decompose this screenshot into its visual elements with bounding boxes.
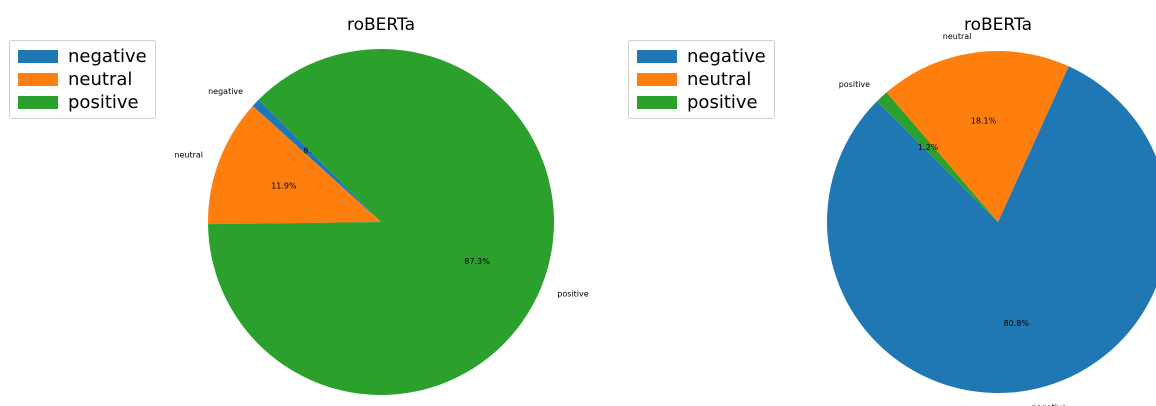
legend-item-negative: negative [637,45,766,68]
pie-slice-positive [877,92,998,222]
legend-swatch [637,96,677,109]
legend-label: positive [68,92,139,113]
legend-swatch [18,50,58,63]
slice-value-label: 18.1% [971,116,997,125]
legend-swatch [637,50,677,63]
legend-swatch [18,73,58,86]
slice-category-label: neutral [174,151,203,160]
legend-item-positive: positive [18,91,147,114]
legend-left: negative neutral positive [9,40,156,119]
pie-slice-negative [827,66,1156,393]
legend-item-positive: positive [637,91,766,114]
pie-slice-neutral [886,51,1069,222]
pie-chart-right: roBERTa 80.8% negative 18.1% neutral 1.2% pos… [827,15,1156,406]
slice-value-label: 1.2% [918,143,939,152]
slice-category-label: negative [1032,403,1067,406]
pie-slice-neutral [207,105,381,225]
legend-swatch [18,96,58,109]
chart-title: roBERTa [964,15,1032,35]
slice-category-label: neutral [943,32,972,41]
slice-category-label: positive [839,80,870,89]
legend-label: positive [687,92,758,113]
slice-value-label: 87.3% [464,257,490,266]
legend-swatch [637,73,677,86]
legend-item-neutral: neutral [637,68,766,91]
legend-label: negative [687,46,766,67]
legend-label: neutral [687,69,752,90]
chart-title: roBERTa [347,15,415,35]
legend-label: negative [68,46,147,67]
slice-value-label: 80.8% [1004,319,1030,328]
pie-slice-negative [252,99,381,222]
slice-value-label: 0.8% [296,147,317,156]
pie-slice-positive [208,49,554,396]
pie-chart-left: roBERTa 0.8% negative 11.9% neutral 87.3% pos… [174,15,589,396]
legend-item-negative: negative [18,45,147,68]
slice-category-label: negative [208,87,243,96]
legend-right: negative neutral positive [628,40,775,119]
legend-item-neutral: neutral [18,68,147,91]
slice-value-label: 11.9% [271,181,297,190]
slice-category-label: positive [557,290,588,299]
legend-label: neutral [68,69,133,90]
